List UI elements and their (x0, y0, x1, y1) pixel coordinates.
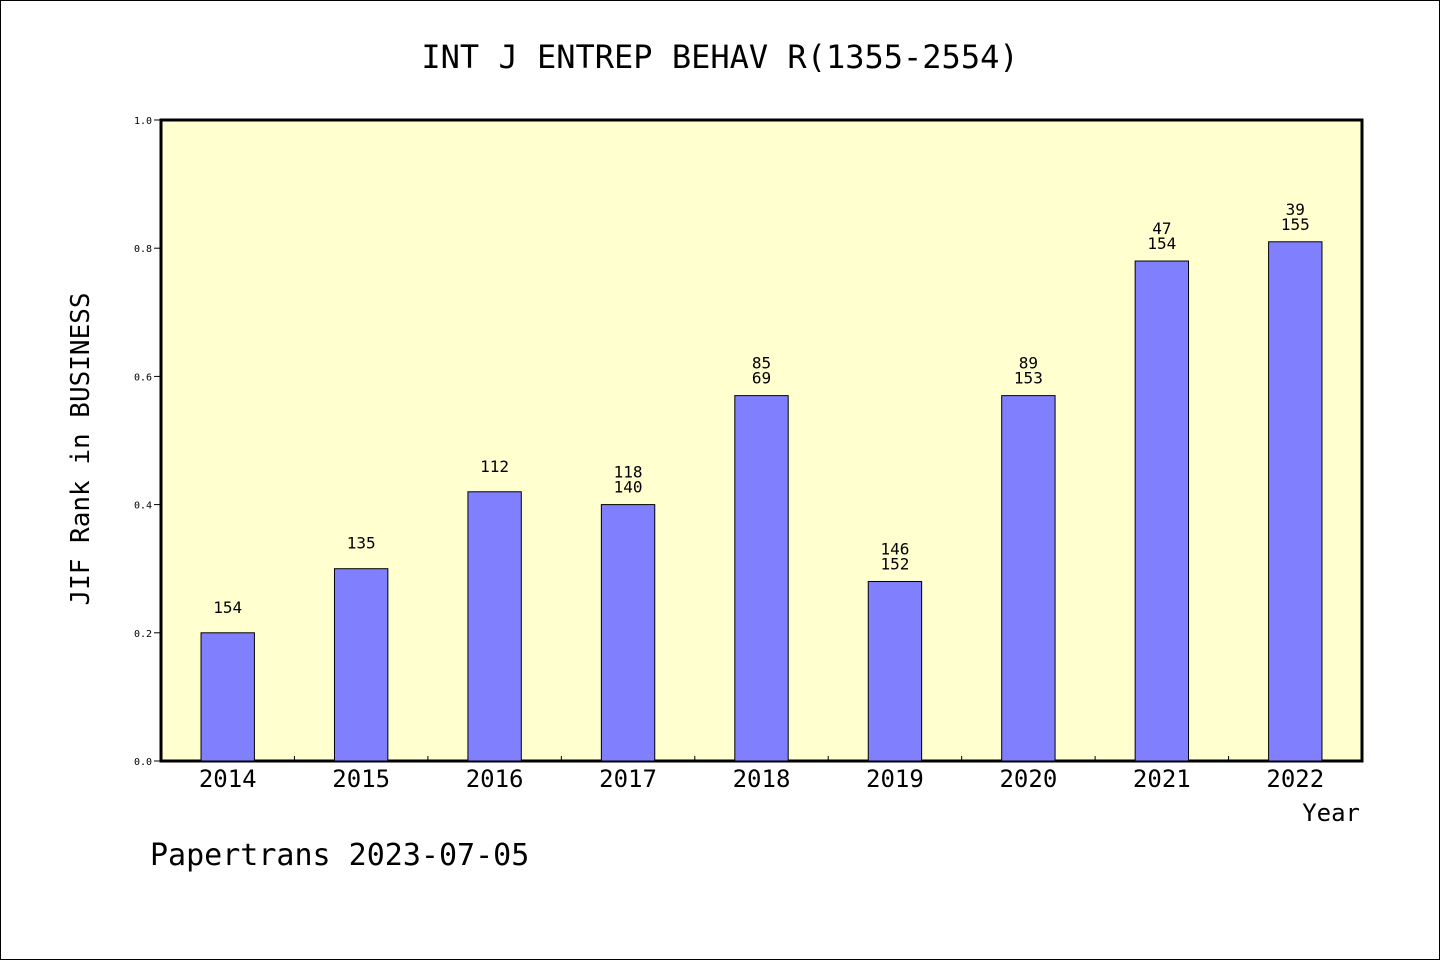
data-label-2021-1: 47 (1152, 219, 1171, 238)
data-label-2017-2: 140 (614, 478, 643, 497)
bar-2015 (333, 568, 389, 762)
x-tick-label-2021: 2021 (1133, 765, 1191, 793)
y-tick-label-0.8: 0.8 (134, 244, 152, 255)
data-label-2022-1: 39 (1286, 200, 1305, 219)
x-tick-label-2016: 2016 (466, 765, 524, 793)
data-label-2019-2: 152 (880, 555, 909, 574)
bar-2018 (734, 395, 789, 762)
data-label-2020-2: 153 (1014, 369, 1043, 388)
chart-title: INT J ENTREP BEHAV R(1355-2554) (421, 38, 1018, 76)
x-tick-label-2020: 2020 (999, 765, 1057, 793)
bar-2019 (867, 581, 923, 762)
data-label-2014-1: 154 (213, 598, 242, 617)
data-label-2015-1: 135 (347, 534, 376, 553)
x-tick-label-2022: 2022 (1266, 765, 1324, 793)
data-label-2020-1: 89 (1019, 354, 1038, 373)
y-tick-label-0.4: 0.4 (134, 501, 152, 512)
bar-2020 (1001, 395, 1056, 762)
data-label-2017-1: 118 (614, 463, 643, 482)
data-label-2018-1: 85 (752, 354, 771, 373)
footer-credit: Papertrans 2023-07-05 (150, 838, 529, 873)
bar-2016 (467, 491, 522, 762)
data-label-2022-2: 155 (1281, 215, 1310, 234)
y-tick-label-0.0: 0.0 (134, 757, 152, 768)
x-axis-label: Year (1302, 799, 1360, 827)
x-tick-label-2017: 2017 (599, 765, 657, 793)
y-tick-label-1.0: 1.0 (134, 116, 152, 127)
y-axis-ticks: 0.0 0.2 0.4 0.6 0.8 1.0 (134, 116, 161, 768)
data-label-2016-1: 112 (480, 457, 509, 476)
x-tick-label-2015: 2015 (332, 765, 390, 793)
x-tick-label-2014: 2014 (199, 765, 257, 793)
data-label-2021-2: 154 (1147, 234, 1176, 253)
y-tick-label-0.2: 0.2 (134, 629, 152, 640)
bar-2017 (600, 504, 656, 762)
x-axis-ticks: 2014 2015 2016 2017 2018 2019 2020 2021 2022 (199, 756, 1324, 793)
bar-2021 (1134, 260, 1190, 762)
bar-2022 (1268, 241, 1323, 762)
x-tick-label-2018: 2018 (733, 765, 791, 793)
bars-group (200, 241, 1323, 762)
bar-2014 (200, 632, 255, 762)
y-tick-label-0.6: 0.6 (134, 372, 152, 383)
y-axis-label: JIF Rank in BUSINESS (66, 292, 96, 605)
data-label-2019-1: 146 (880, 540, 909, 559)
data-label-2018-2: 69 (752, 369, 771, 388)
x-tick-label-2019: 2019 (866, 765, 924, 793)
